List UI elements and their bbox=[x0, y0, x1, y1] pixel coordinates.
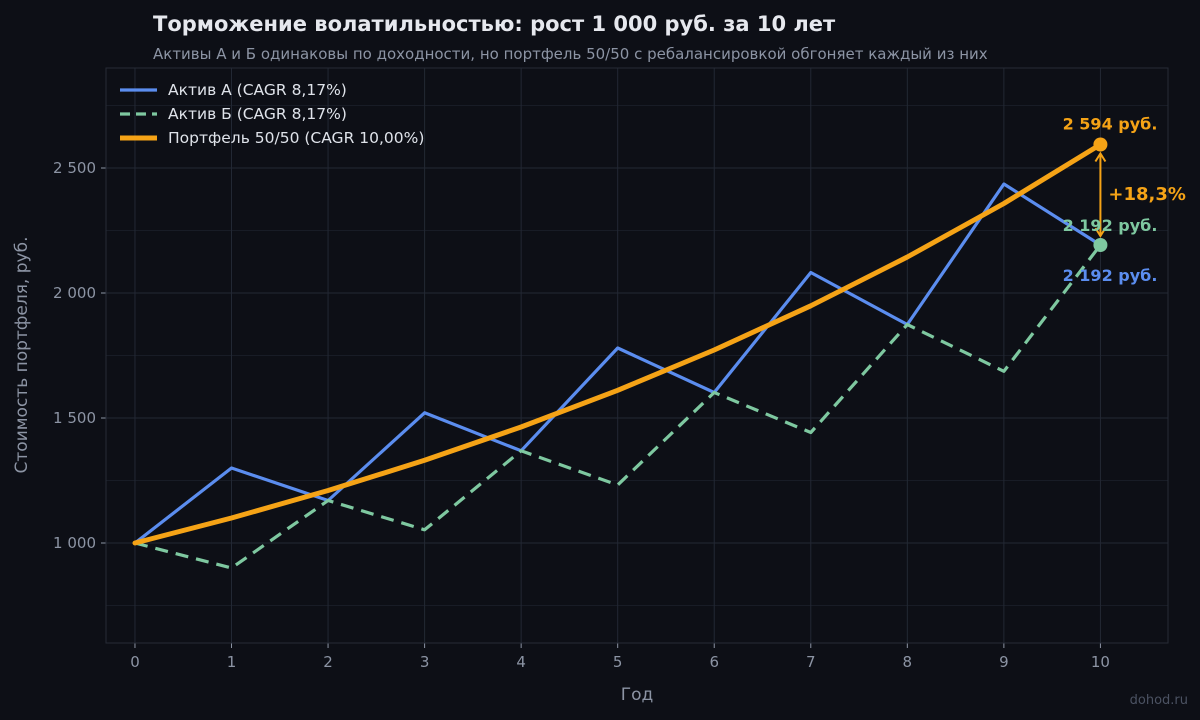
data-annotation: +18,3% bbox=[1108, 184, 1186, 205]
x-tick-label: 10 bbox=[1091, 653, 1110, 671]
x-tick-label: 7 bbox=[806, 653, 816, 671]
gap-arrow-head bbox=[1094, 151, 1107, 163]
y-tick-label: 1 500 bbox=[53, 409, 96, 427]
series-line-1 bbox=[133, 182, 1103, 545]
y-tick-label: 1 000 bbox=[53, 534, 96, 552]
legend-entry: Актив Б (CAGR 8,17%) bbox=[168, 105, 347, 123]
legend-entry: Портфель 50/50 (CAGR 10,00%) bbox=[168, 129, 424, 147]
chart-title: Торможение волатильностью: рост 1 000 ру… bbox=[153, 12, 836, 36]
x-tick-label: 8 bbox=[903, 653, 913, 671]
end-point-marker bbox=[1093, 137, 1108, 152]
legend: Актив А (CAGR 8,17%) Актив Б (CAGR 8,17%)… bbox=[120, 81, 424, 147]
end-point-marker bbox=[1093, 238, 1108, 252]
x-tick-label: 4 bbox=[516, 653, 526, 671]
data-annotation: 2 192 руб. bbox=[1063, 266, 1158, 285]
x-tick-label: 1 bbox=[227, 653, 237, 671]
gap-arrow-head bbox=[1094, 227, 1107, 238]
watermark: dohod.ru bbox=[1130, 693, 1188, 708]
series-line-3 bbox=[132, 142, 1103, 546]
x-tick-label: 6 bbox=[709, 653, 719, 671]
series-line-2 bbox=[134, 244, 1102, 570]
chart-subtitle: Активы А и Б одинаковы по доходности, но… bbox=[153, 45, 988, 63]
y-axis-label: Стоимость портфеля, руб. bbox=[12, 237, 32, 474]
x-tick-label: 2 bbox=[323, 653, 333, 671]
data-annotation: 2 594 руб. bbox=[1063, 115, 1158, 134]
y-tick-label: 2 000 bbox=[53, 284, 96, 302]
legend-entry: Актив А (CAGR 8,17%) bbox=[168, 81, 347, 99]
y-tick-label: 2 500 bbox=[53, 159, 96, 177]
plot-area: 1 000 1 500 2 000 2 500 0 1 2 3 4 5 6 7 8 9 10 2 594 ру… bbox=[53, 67, 1186, 671]
x-tick-label: 0 bbox=[130, 653, 140, 671]
plot-frame bbox=[105, 67, 1169, 644]
x-tick-label: 5 bbox=[613, 653, 623, 671]
x-tick-label: 9 bbox=[999, 653, 1009, 671]
x-tick-label: 3 bbox=[420, 653, 430, 671]
data-annotation: 2 192 руб. bbox=[1063, 216, 1158, 235]
x-axis-label: Год bbox=[621, 685, 654, 705]
